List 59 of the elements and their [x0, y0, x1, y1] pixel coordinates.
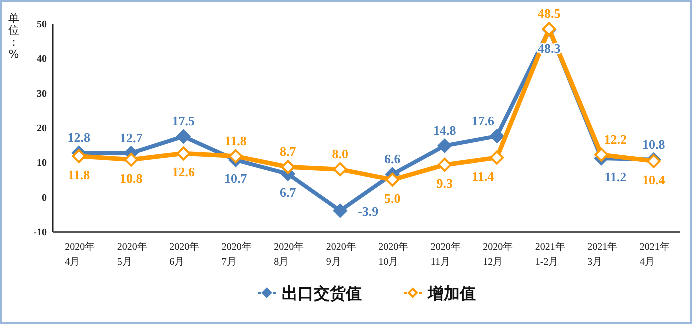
point [386, 173, 400, 187]
data-label: -3.9 [358, 204, 380, 219]
x-tick-label: 2020年 9月 [326, 241, 356, 268]
x-tick-label: 2020年 8月 [274, 241, 304, 268]
x-tick-label: 2020年 7月 [222, 241, 252, 268]
x-tick-label: 2020年 5月 [117, 241, 148, 268]
y-tick-label: 40 [37, 54, 47, 66]
y-tick-label: -10 [34, 228, 47, 238]
point [333, 204, 348, 218]
point [490, 129, 504, 144]
data-label: 6.7 [280, 185, 297, 200]
y-tick-label: 0 [42, 192, 47, 204]
point [124, 152, 138, 167]
point [333, 162, 348, 177]
x-tick-label: 2021年 1-2月 [535, 241, 566, 268]
point [438, 158, 452, 172]
y-axis-title: 单位：% [8, 12, 20, 61]
data-label: 9.3 [436, 176, 454, 192]
x-tick-label: 2021年 3月 [588, 241, 618, 268]
data-label: 10.8 [120, 170, 144, 186]
data-label: 12.7 [120, 130, 144, 146]
point [490, 150, 504, 165]
point [594, 148, 609, 162]
x-tick-label: 2020年 10月 [378, 241, 409, 268]
data-label: 48.5 [538, 6, 562, 22]
data-label: 11.8 [224, 133, 248, 148]
data-label: 12.6 [172, 164, 196, 180]
data-label: 17.5 [172, 114, 196, 129]
x-tick-label: 2020年 6月 [170, 241, 200, 268]
data-label: 6.6 [384, 151, 402, 166]
data-label: 8.7 [280, 144, 297, 160]
legend-label: 出口交货值 [282, 284, 362, 303]
data-label: 14.8 [434, 123, 457, 138]
y-tick-label: 30 [37, 88, 47, 100]
point [228, 149, 243, 164]
data-label: 10.8 [642, 136, 666, 152]
data-label: 8.0 [332, 146, 348, 162]
x-tick-label: 2020年 11月 [430, 241, 461, 268]
y-tick-label: 20 [37, 124, 47, 134]
x-tick-label: 2020年 12月 [483, 241, 514, 268]
data-label: 10.7 [224, 171, 248, 186]
y-tick-label: 10 [37, 158, 47, 170]
data-label: 12.2 [604, 132, 627, 148]
data-label: 5.0 [384, 191, 401, 206]
data-label: 12.8 [68, 130, 91, 145]
point [438, 139, 452, 154]
point [281, 160, 296, 174]
data-label: 11.8 [68, 167, 91, 182]
data-label: 11.4 [472, 168, 495, 184]
data-label: 10.4 [642, 172, 666, 188]
point [72, 149, 86, 164]
x-tick-label: 2020年 4月 [65, 241, 96, 268]
y-tick-label: 50 [37, 20, 47, 30]
data-label: 17.6 [472, 113, 495, 128]
legend-label: 增加值 [427, 284, 476, 303]
point [176, 146, 191, 161]
data-label: 11.2 [604, 170, 627, 185]
x-tick-label: 2021年 4月 [640, 241, 670, 268]
point [176, 130, 191, 144]
